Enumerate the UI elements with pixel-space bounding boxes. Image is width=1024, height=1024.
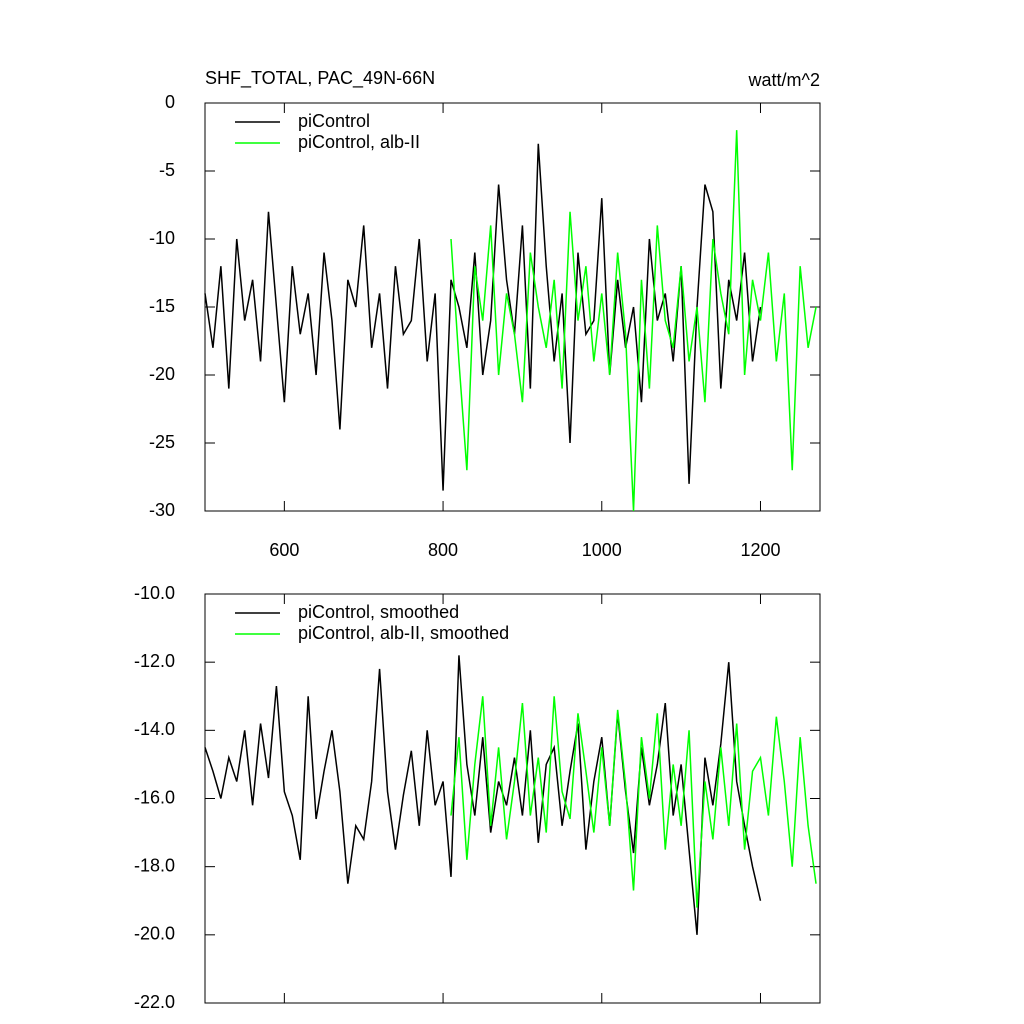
series-line xyxy=(450,696,817,908)
y-tick-label: -18.0 xyxy=(134,855,175,875)
y-tick-label: -12.0 xyxy=(134,651,175,671)
y-tick-label: -20.0 xyxy=(134,924,175,944)
x-tick-label: 600 xyxy=(269,540,299,560)
chart-title: SHF_TOTAL, PAC_49N-66N xyxy=(205,68,435,89)
y-tick-label: -5 xyxy=(159,160,175,180)
legend-label: piControl, alb-II, smoothed xyxy=(298,623,509,643)
x-tick-label: 800 xyxy=(428,540,458,560)
x-tick-label: 1000 xyxy=(582,540,622,560)
y-tick-label: 0 xyxy=(165,92,175,112)
units-label: watt/m^2 xyxy=(748,70,820,90)
x-tick-label: 1200 xyxy=(740,540,780,560)
y-tick-label: -10 xyxy=(149,228,175,248)
series-line xyxy=(450,130,817,512)
y-tick-label: -10.0 xyxy=(134,583,175,603)
legend-label: piControl xyxy=(298,111,370,131)
y-tick-label: -14.0 xyxy=(134,719,175,739)
y-tick-label: -16.0 xyxy=(134,787,175,807)
y-tick-label: -22.0 xyxy=(134,992,175,1012)
series-line xyxy=(204,655,762,935)
series-line xyxy=(204,143,762,491)
y-tick-label: -30 xyxy=(149,500,175,520)
y-tick-label: -20 xyxy=(149,364,175,384)
legend-label: piControl, alb-II xyxy=(298,132,420,152)
y-tick-label: -25 xyxy=(149,432,175,452)
legend-label: piControl, smoothed xyxy=(298,602,459,622)
y-tick-label: -15 xyxy=(149,296,175,316)
